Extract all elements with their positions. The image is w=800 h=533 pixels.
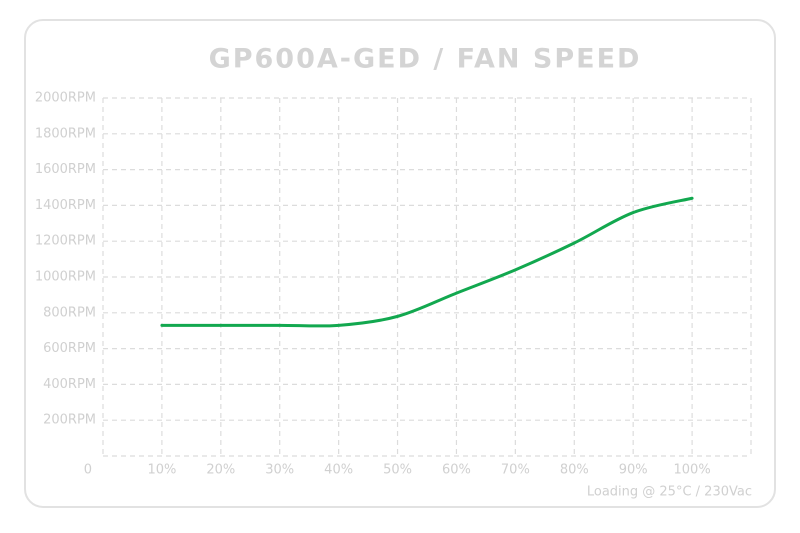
x-tick-label: 90% — [619, 463, 648, 478]
frame — [24, 19, 776, 508]
x-tick-label: 60% — [442, 463, 471, 478]
x-tick-label: 0 — [84, 463, 92, 478]
y-tick-label: 2000RPM — [35, 91, 96, 106]
y-tick-label: 1800RPM — [35, 126, 96, 141]
x-tick-label: 80% — [560, 463, 589, 478]
x-tick-label: 100% — [674, 463, 711, 478]
y-tick-label: 400RPM — [43, 377, 96, 392]
x-tick-label: 10% — [147, 463, 176, 478]
x-tick-label: 70% — [501, 463, 530, 478]
y-tick-label: 1000RPM — [35, 270, 96, 285]
x-tick-label: 30% — [265, 463, 294, 478]
chart-title: GP600A-GED / FAN SPEED — [209, 44, 642, 75]
y-tick-label: 1200RPM — [35, 234, 96, 249]
x-tick-label: 50% — [383, 463, 412, 478]
y-tick-label: 600RPM — [43, 341, 96, 356]
footnote: Loading @ 25°C / 230Vac — [587, 485, 752, 500]
y-tick-label: 200RPM — [43, 413, 96, 428]
x-tick-label: 40% — [324, 463, 353, 478]
y-tick-label: 1600RPM — [35, 162, 96, 177]
data-line — [160, 196, 694, 328]
y-tick-label: 800RPM — [43, 305, 96, 320]
y-tick-label: 1400RPM — [35, 198, 96, 213]
x-tick-label: 20% — [206, 463, 235, 478]
